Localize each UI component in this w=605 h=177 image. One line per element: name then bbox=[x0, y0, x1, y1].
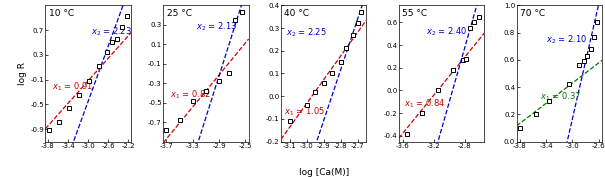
Text: 10 °C: 10 °C bbox=[49, 9, 74, 18]
Text: 55 °C: 55 °C bbox=[402, 9, 427, 18]
Text: 40 °C: 40 °C bbox=[284, 9, 309, 18]
Text: $x_2$ = 2.10: $x_2$ = 2.10 bbox=[546, 33, 587, 46]
Text: 25 °C: 25 °C bbox=[166, 9, 192, 18]
Text: $x_1$ = 0.37: $x_1$ = 0.37 bbox=[540, 90, 581, 103]
Y-axis label: log R: log R bbox=[19, 62, 27, 85]
Text: $x_1$ = 0.84: $x_1$ = 0.84 bbox=[404, 98, 446, 110]
Text: $x_1$ = 1.05: $x_1$ = 1.05 bbox=[284, 106, 325, 118]
Text: log [Ca(M)]: log [Ca(M)] bbox=[298, 168, 349, 177]
Text: $x_1$ = 0.91: $x_1$ = 0.91 bbox=[52, 81, 93, 93]
Text: $x_2$ = 2.13: $x_2$ = 2.13 bbox=[196, 21, 238, 33]
Text: $x_2$ = 2.25: $x_2$ = 2.25 bbox=[286, 26, 327, 39]
Text: $x_2$ = 2.23: $x_2$ = 2.23 bbox=[91, 25, 131, 38]
Text: $x_1$ = 0.82: $x_1$ = 0.82 bbox=[170, 89, 211, 101]
Text: $x_2$ = 2.40: $x_2$ = 2.40 bbox=[426, 25, 468, 38]
Text: 70 °C: 70 °C bbox=[520, 9, 545, 18]
